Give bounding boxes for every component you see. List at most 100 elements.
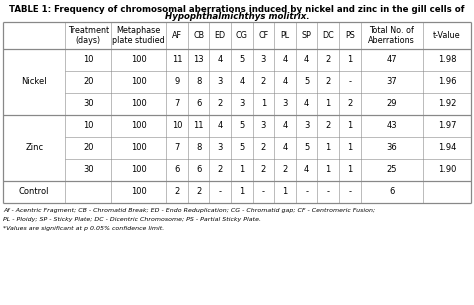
Text: 5: 5 [239,143,245,152]
Text: 1: 1 [326,99,331,109]
Text: 2: 2 [326,56,331,64]
Text: -: - [348,77,351,87]
Text: 1: 1 [261,99,266,109]
Text: 3: 3 [239,99,245,109]
Text: CG: CG [236,31,248,40]
Text: 6: 6 [174,166,180,174]
Text: Nickel: Nickel [21,77,47,87]
Text: 1: 1 [347,166,353,174]
Text: -: - [219,188,222,196]
Text: 13: 13 [193,56,204,64]
Text: 100: 100 [131,188,146,196]
Text: 6: 6 [389,188,394,196]
Text: -: - [327,188,330,196]
Text: 100: 100 [131,77,146,87]
Text: 4: 4 [283,121,288,131]
Text: 10: 10 [83,56,93,64]
Text: 36: 36 [386,143,397,152]
Text: 5: 5 [239,56,245,64]
Text: 2: 2 [326,77,331,87]
Text: 2: 2 [196,188,201,196]
Text: 10: 10 [83,121,93,131]
Text: 4: 4 [304,99,309,109]
Text: Hypophthalmichthys molitrix.: Hypophthalmichthys molitrix. [164,12,310,21]
Text: 2: 2 [261,77,266,87]
Text: 8: 8 [196,143,201,152]
Text: 1.90: 1.90 [438,166,456,174]
Text: 6: 6 [196,166,201,174]
Text: 20: 20 [83,143,93,152]
Text: 5: 5 [304,143,309,152]
Text: 3: 3 [304,121,310,131]
Text: t-Value: t-Value [433,31,461,40]
Text: 5: 5 [239,121,245,131]
Text: 2: 2 [174,188,180,196]
Text: 11: 11 [172,56,182,64]
Text: 30: 30 [83,99,93,109]
Text: Metaphase
plate studied: Metaphase plate studied [112,26,165,45]
Text: 4: 4 [283,77,288,87]
Text: -: - [305,188,308,196]
Text: 2: 2 [326,121,331,131]
Text: 1.98: 1.98 [438,56,456,64]
Text: TABLE 1: Frequency of chromosomal aberrations induced by nickel and zinc in the : TABLE 1: Frequency of chromosomal aberra… [9,5,465,14]
Text: 3: 3 [218,77,223,87]
Text: 4: 4 [283,56,288,64]
Text: 1.97: 1.97 [438,121,456,131]
Text: DC: DC [322,31,334,40]
Text: 4: 4 [304,166,309,174]
Text: 4: 4 [239,77,245,87]
Text: 7: 7 [174,99,180,109]
Text: 100: 100 [131,166,146,174]
Text: Total No. of
Aberrations: Total No. of Aberrations [368,26,415,45]
Text: 4: 4 [283,143,288,152]
Text: 100: 100 [131,143,146,152]
Text: 43: 43 [386,121,397,131]
Text: 1.96: 1.96 [438,77,456,87]
Text: 1: 1 [347,121,353,131]
Text: 1.92: 1.92 [438,99,456,109]
Text: 30: 30 [83,166,93,174]
Text: 25: 25 [387,166,397,174]
Text: 1: 1 [347,143,353,152]
Text: CB: CB [193,31,204,40]
Text: 3: 3 [261,121,266,131]
Text: 2: 2 [347,99,353,109]
Text: PS: PS [345,31,355,40]
Text: AF: AF [172,31,182,40]
Text: 7: 7 [174,143,180,152]
Text: 9: 9 [174,77,180,87]
Text: 4: 4 [218,56,223,64]
Text: Af - Acentric Fragment; CB - Chromatid Break; ED - Endo Reduplication; CG - Chro: Af - Acentric Fragment; CB - Chromatid B… [3,208,375,213]
Text: 2: 2 [261,143,266,152]
Text: 29: 29 [387,99,397,109]
Text: 1: 1 [239,188,245,196]
Text: 2: 2 [261,166,266,174]
Text: 3: 3 [283,99,288,109]
Text: 47: 47 [386,56,397,64]
Text: 2: 2 [283,166,288,174]
Text: 1: 1 [326,166,331,174]
Text: 8: 8 [196,77,201,87]
Text: 1: 1 [347,56,353,64]
Text: 37: 37 [386,77,397,87]
Text: PL - Ploidy; SP - Sticky Plate; DC - Dicentric Chromosome; PS - Partial Sticky P: PL - Ploidy; SP - Sticky Plate; DC - Dic… [3,217,261,222]
Text: SP: SP [301,31,311,40]
Text: 1: 1 [326,143,331,152]
Text: Zinc: Zinc [25,143,43,152]
Text: 5: 5 [304,77,309,87]
Text: CF: CF [258,31,268,40]
Text: 1: 1 [283,188,288,196]
Text: 20: 20 [83,77,93,87]
Text: 3: 3 [218,143,223,152]
Text: 2: 2 [218,166,223,174]
Text: 4: 4 [218,121,223,131]
Text: ED: ED [215,31,226,40]
Text: 100: 100 [131,99,146,109]
Text: 1: 1 [239,166,245,174]
Text: -: - [262,188,265,196]
Text: *Values are significant at p 0.05% confidence limit.: *Values are significant at p 0.05% confi… [3,226,164,231]
Text: Treatment
(days): Treatment (days) [68,26,109,45]
Text: 3: 3 [261,56,266,64]
Text: 11: 11 [193,121,204,131]
